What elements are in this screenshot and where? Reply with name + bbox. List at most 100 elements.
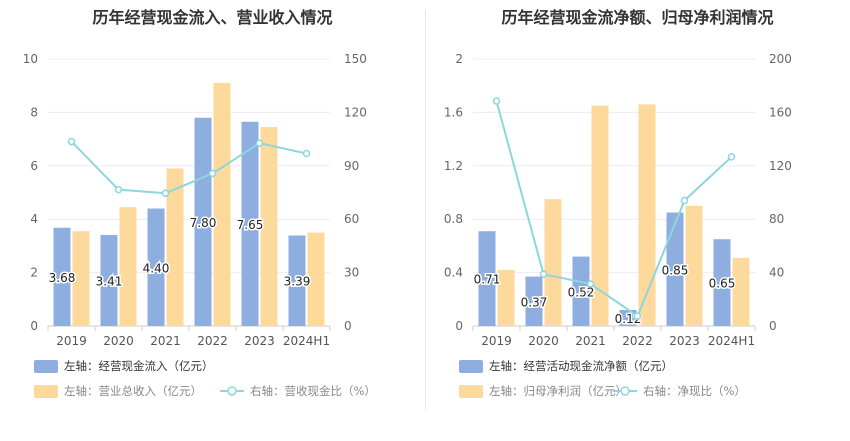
bar-secondary (72, 231, 90, 326)
line-point (114, 185, 123, 194)
y-left-tick-label: 1.2 (444, 159, 463, 173)
bar-primary (713, 239, 731, 326)
y-right-tick-label: 90 (344, 159, 359, 173)
bar-secondary (166, 168, 184, 326)
legend-label: 左轴：营业总收入（亿元） (64, 384, 202, 398)
bar-data-label: 3.41 (96, 274, 123, 288)
y-right-tick-label: 80 (769, 212, 784, 226)
y-left-tick-label: 0.4 (444, 266, 463, 280)
bar-data-label: 7.80 (190, 216, 217, 230)
y-left-tick-label: 8 (30, 105, 38, 119)
bar-data-label: 0.37 (521, 295, 548, 309)
line-point (161, 189, 170, 197)
bar-data-label: 0.85 (662, 263, 689, 277)
bar-primary (525, 276, 543, 326)
chart-title: 历年经营现金流入、营业收入情况 (92, 8, 333, 27)
line-series (495, 100, 733, 318)
bar-secondary (544, 199, 562, 326)
x-tick-label: 2019 (56, 334, 87, 348)
chart-netcash-profit: 0 0.4 0.8 1.2 1.6 2 0 40 80 120 160 200 2019 2020 2021… (444, 52, 792, 398)
bar-secondary (119, 207, 137, 326)
legend-label: 左轴：经营现金流入（亿元） (64, 359, 214, 373)
legend-swatch (459, 360, 483, 373)
bar-data-label: 3.39 (284, 275, 311, 289)
bar-secondary (591, 105, 609, 326)
chart-cashflow-revenue: 0 2 4 6 8 10 0 30 60 90 120 150 2019 2020 2021 2022 2023… (23, 52, 376, 398)
line-point (208, 169, 217, 178)
x-tick-label: 2023 (244, 334, 275, 348)
legend-swatch-marker (227, 386, 237, 396)
bar-data-label: 0.71 (474, 273, 501, 287)
bar-primary (619, 309, 637, 326)
legend-swatch (459, 385, 483, 398)
y-left-tick-label: 0 (455, 319, 463, 333)
y-left-tick-label: 4 (30, 212, 38, 226)
legend: 左轴：经营现金流入（亿元） 左轴：营业总收入（亿元） 右轴：营收现金比（%） (34, 359, 376, 398)
bar-primary (194, 117, 212, 327)
line-point (539, 270, 548, 278)
y-left-tick-label: 6 (30, 159, 38, 173)
y-left-tick-label: 0.8 (444, 212, 463, 226)
y-left-tick-label: 10 (23, 52, 38, 66)
legend-label: 左轴：归母净利润（亿元） (489, 384, 627, 398)
line-point (727, 153, 736, 161)
legend-swatch (34, 385, 58, 398)
legend-label: 右轴：营收现金比（%） (250, 384, 376, 398)
line-point (633, 312, 642, 320)
bar-primary (288, 235, 306, 326)
x-tick-label: 2020 (103, 334, 134, 348)
legend-label: 左轴：经营活动现金流净额（亿元） (489, 359, 673, 373)
panel-divider (425, 10, 426, 410)
legend-label: 右轴：净现比（%） (643, 384, 746, 398)
bar-secondary (307, 232, 325, 326)
line-point (67, 137, 76, 146)
bar-data-label: 4.40 (143, 261, 170, 275)
y-right-tick-label: 30 (344, 266, 359, 280)
chart-panel-cashflow-revenue: 历年经营现金流入、营业收入情况 0 2 4 6 8 10 0 30 60 90 120 150 2019… (0, 0, 425, 437)
bar-primary (147, 208, 165, 326)
line-point (492, 97, 501, 105)
bar-secondary (260, 127, 278, 327)
bar-secondary (497, 269, 515, 326)
x-tick-label: 2022 (622, 334, 653, 348)
x-tick-label: 2020 (528, 334, 559, 348)
x-tick-label: 2024H1 (708, 334, 755, 348)
bar-primary (100, 234, 118, 326)
line-series (70, 140, 307, 195)
bar-data-label: 7.65 (237, 218, 264, 232)
line-point (302, 149, 311, 158)
bar-primary (478, 231, 496, 326)
line-point (586, 280, 595, 288)
line-point (255, 139, 264, 147)
y-right-tick-label: 60 (344, 212, 359, 226)
y-right-tick-label: 200 (769, 52, 792, 66)
bar-data-label: 0.52 (568, 285, 595, 299)
x-tick-label: 2024H1 (283, 334, 330, 348)
y-right-tick-label: 120 (769, 159, 792, 173)
y-right-tick-label: 150 (344, 52, 367, 66)
y-right-tick-label: 40 (769, 266, 784, 280)
x-tick-label: 2021 (575, 334, 606, 348)
y-right-tick-label: 120 (344, 105, 367, 119)
bar-data-label: 3.68 (49, 271, 76, 285)
legend-swatch-marker (620, 386, 630, 396)
bar-data-label: 0.65 (709, 277, 736, 291)
x-tick-label: 2022 (197, 334, 228, 348)
x-tick-label: 2023 (669, 334, 700, 348)
y-left-tick-label: 2 (455, 52, 463, 66)
legend-swatch (34, 360, 58, 373)
bar-primary (666, 212, 684, 326)
y-right-tick-label: 0 (769, 319, 777, 333)
bar-secondary (732, 257, 750, 326)
x-tick-label: 2019 (481, 334, 512, 348)
line-point (680, 196, 689, 205)
y-left-tick-label: 1.6 (444, 105, 463, 119)
bar-secondary (685, 205, 703, 326)
chart-title: 历年经营现金流净额、归母净利润情况 (501, 8, 774, 27)
bar-primary (241, 121, 259, 327)
chart-panel-netcash-profit: 历年经营现金流净额、归母净利润情况 0 0.4 0.8 1.2 1.6 2 0 40 80 120… (425, 0, 850, 437)
bar-primary (572, 256, 590, 326)
y-right-tick-label: 160 (769, 105, 792, 119)
y-left-tick-label: 2 (30, 266, 38, 280)
